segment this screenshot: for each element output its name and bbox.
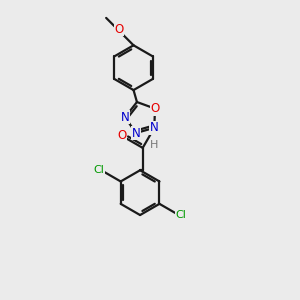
Text: O: O: [118, 129, 127, 142]
Text: N: N: [121, 111, 130, 124]
Text: Cl: Cl: [176, 210, 187, 220]
Text: N: N: [150, 121, 159, 134]
Text: O: O: [150, 102, 160, 115]
Text: H: H: [150, 140, 159, 150]
Text: O: O: [114, 23, 124, 36]
Text: Cl: Cl: [94, 165, 104, 175]
Text: N: N: [131, 127, 140, 140]
